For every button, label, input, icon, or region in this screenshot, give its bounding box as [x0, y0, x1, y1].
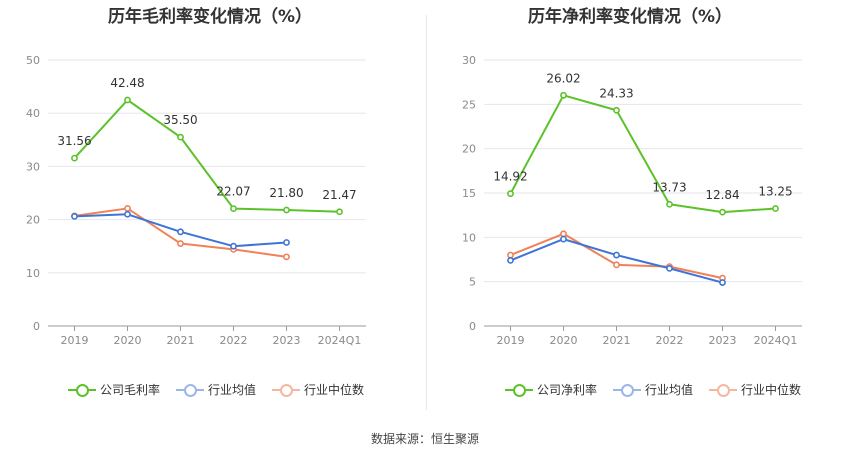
- x-tick-label: 2023: [273, 334, 301, 347]
- x-tick-label: 2022: [220, 334, 248, 347]
- y-tick-label: 10: [462, 231, 476, 244]
- data-point-company: [336, 208, 343, 216]
- data-point-company: [283, 206, 290, 214]
- right-chart-title: 历年净利率变化情况（%）: [527, 7, 733, 27]
- x-tick-label: 2024Q1: [318, 334, 362, 347]
- data-label: 12.84: [705, 188, 739, 202]
- left-legend: 公司毛利率 行业均值 行业中位数: [68, 381, 380, 398]
- legend-marker-median: [709, 383, 738, 397]
- data-point-company: [666, 200, 673, 208]
- y-tick-label: 25: [462, 98, 476, 111]
- data-point-avg: [507, 256, 514, 264]
- data-label: 35.50: [163, 113, 197, 127]
- data-label: 22.07: [216, 185, 250, 199]
- x-tick-label: 2020: [114, 334, 142, 347]
- data-label: 13.73: [652, 180, 686, 194]
- data-point-avg: [560, 235, 567, 243]
- legend-marker-median: [272, 383, 301, 397]
- data-point-median: [613, 261, 620, 269]
- series-line-company: [509, 94, 776, 214]
- y-tick-label: 15: [462, 187, 476, 200]
- legend-item-industry-avg[interactable]: 行业均值: [613, 381, 693, 398]
- legend-item-industry-median[interactable]: 行业中位数: [272, 381, 364, 398]
- x-tick-label: 2019: [61, 334, 89, 347]
- data-point-avg: [613, 251, 620, 259]
- data-label: 21.47: [322, 188, 356, 202]
- data-label: 24.33: [599, 86, 633, 100]
- x-tick-label: 2020: [550, 334, 578, 347]
- y-tick-label: 5: [469, 276, 476, 289]
- data-point-avg: [719, 279, 726, 286]
- data-label: 31.56: [57, 134, 91, 148]
- data-point-avg: [177, 228, 184, 236]
- legend-marker-avg: [176, 383, 205, 397]
- net-margin-chart: 0 5 10 15 20 25 30 2019 2020 2021 2022 2023 2024Q1 14…: [462, 54, 802, 347]
- x-tick-label: 2021: [167, 334, 195, 347]
- x-tick-label: 2022: [656, 334, 684, 347]
- x-tick-label: 2024Q1: [754, 334, 798, 347]
- legend-label: 行业均值: [208, 383, 257, 397]
- data-point-avg: [124, 210, 131, 218]
- y-tick-label: 40: [26, 107, 40, 120]
- data-point-company: [613, 106, 620, 114]
- legend-label: 公司毛利率: [100, 383, 161, 397]
- data-point-company: [71, 154, 78, 162]
- x-tick-label: 2021: [603, 334, 631, 347]
- data-point-median: [560, 230, 567, 238]
- x-tick-label: 2019: [497, 334, 525, 347]
- data-point-avg: [283, 239, 290, 246]
- data-point-median: [283, 253, 290, 261]
- data-point-company: [124, 96, 131, 104]
- legend-item-industry-median[interactable]: 行业中位数: [709, 381, 801, 398]
- legend-item-company-gross[interactable]: 公司毛利率: [68, 381, 160, 398]
- data-label: 13.25: [758, 185, 792, 199]
- y-tick-label: 30: [26, 160, 40, 173]
- x-tick-label: 2023: [709, 334, 737, 347]
- right-legend: 公司净利率 行业均值 行业中位数: [505, 381, 817, 398]
- legend-item-company-net[interactable]: 公司净利率: [505, 381, 597, 398]
- data-source: 数据来源：恒生聚源: [370, 432, 479, 446]
- legend-marker-avg: [613, 383, 642, 397]
- series-line-avg: [510, 238, 723, 284]
- legend-label: 行业均值: [645, 383, 694, 397]
- y-tick-label: 0: [33, 320, 40, 333]
- y-tick-label: 20: [26, 214, 40, 227]
- data-label: 26.02: [546, 71, 580, 85]
- data-point-company: [177, 133, 184, 141]
- legend-marker-company: [505, 383, 533, 397]
- y-tick-label: 0: [469, 320, 476, 333]
- legend-marker-company: [68, 383, 96, 397]
- data-point-median: [507, 251, 514, 259]
- data-point-avg: [230, 242, 237, 250]
- data-label: 14.92: [493, 170, 527, 184]
- y-tick-label: 10: [26, 267, 40, 280]
- data-point-avg: [71, 213, 78, 220]
- y-tick-label: 20: [462, 143, 476, 156]
- data-label: 42.48: [110, 76, 144, 90]
- data-point-median: [177, 240, 184, 247]
- y-tick-label: 30: [462, 54, 476, 67]
- gross-margin-chart: 0 10 20 30 40 50 2019 2020 2021 2022 2023 2024Q1 31.…: [26, 54, 366, 347]
- data-point-company: [507, 190, 514, 198]
- left-chart-title: 历年毛利率变化情况（%）: [107, 7, 313, 27]
- data-point-company: [719, 208, 726, 216]
- legend-item-industry-avg[interactable]: 行业均值: [176, 381, 256, 398]
- y-tick-label: 50: [26, 54, 40, 67]
- legend-label: 公司净利率: [537, 383, 598, 397]
- data-point-avg: [666, 264, 673, 272]
- legend-label: 行业中位数: [304, 383, 365, 397]
- data-point-company: [560, 91, 567, 99]
- data-point-company: [230, 205, 237, 212]
- data-label: 21.80: [269, 186, 303, 200]
- series-line-company: [73, 99, 340, 213]
- legend-label: 行业中位数: [741, 383, 802, 397]
- chart-divider: [426, 15, 427, 410]
- data-point-company: [772, 205, 779, 212]
